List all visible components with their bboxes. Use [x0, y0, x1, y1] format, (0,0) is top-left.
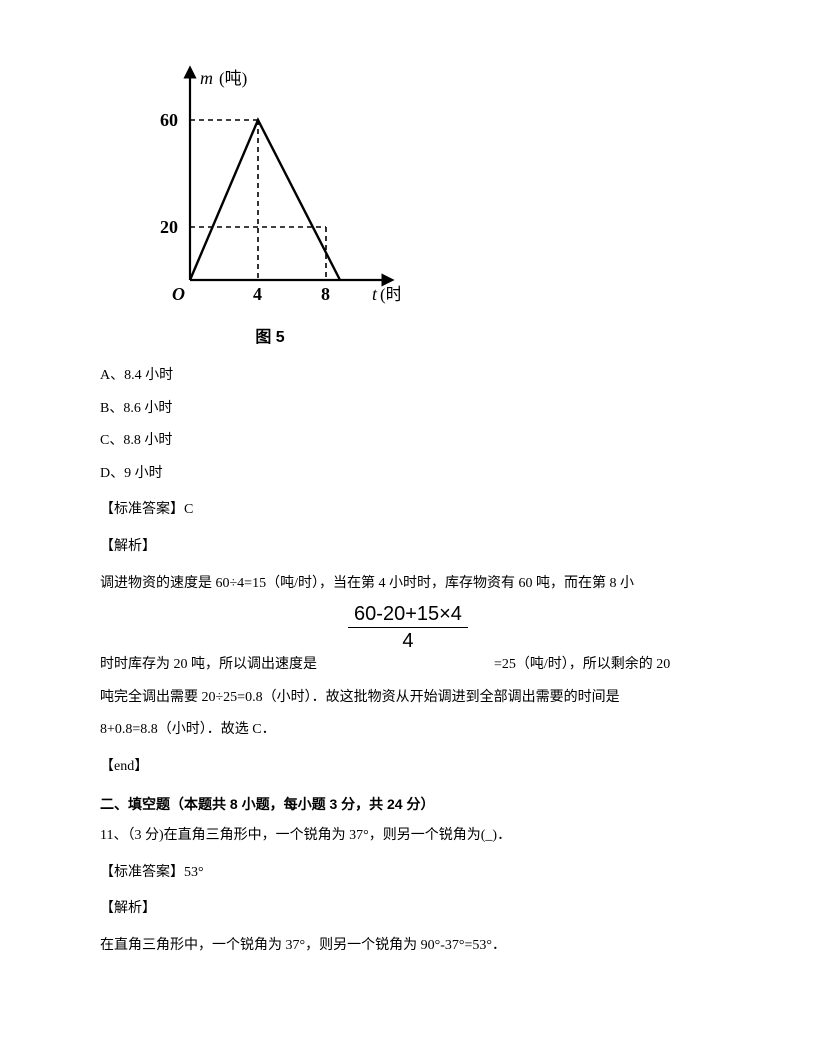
q11-answer: 【标准答案】53°: [100, 860, 716, 887]
option-d: D、9 小时: [100, 461, 716, 488]
analysis-line-2: 时时库存为 20 吨，所以调出速度是 =25（吨/时），所以剩余的 20: [100, 652, 716, 679]
answer-label: 【标准答案】C: [100, 497, 716, 524]
analysis-line-1: 调进物资的速度是 60÷4=15（吨/时），当在第 4 小时时，库存物资有 60…: [100, 571, 716, 598]
origin-label: O: [172, 284, 185, 304]
formula: 60-20+15×4 4: [100, 603, 716, 652]
option-b: B、8.6 小时: [100, 396, 716, 423]
svg-text:(时): (时): [380, 285, 400, 304]
analysis-2-pre: 时时库存为 20 吨，所以调出速度是: [100, 657, 317, 672]
chart-caption: 图 5: [140, 323, 400, 353]
xtick-4: 4: [253, 284, 262, 304]
q11-analysis-label: 【解析】: [100, 896, 716, 923]
ytick-60: 60: [160, 110, 178, 130]
question-11: 11、（3 分)在直角三角形中，一个锐角为 37°，则另一个锐角为(_)．: [100, 823, 716, 850]
analysis-2-post: =25（吨/时），所以剩余的 20: [494, 657, 670, 672]
q11-analysis: 在直角三角形中，一个锐角为 37°，则另一个锐角为 90°-37°=53°．: [100, 933, 716, 960]
formula-denominator: 4: [348, 628, 468, 652]
y-axis-label: m: [200, 68, 213, 88]
chart-container: m (吨) t (时) 60 20 O 4 8 图 5: [140, 60, 400, 353]
line-chart: m (吨) t (时) 60 20 O 4 8: [140, 60, 400, 310]
end-label: 【end】: [100, 754, 716, 781]
analysis-line-3: 吨完全调出需要 20÷25=0.8（小时）．故这批物资从开始调进到全部调出需要的…: [100, 685, 716, 712]
option-c: C、8.8 小时: [100, 428, 716, 455]
option-a: A、8.4 小时: [100, 363, 716, 390]
xtick-8: 8: [321, 284, 330, 304]
analysis-label: 【解析】: [100, 534, 716, 561]
formula-numerator: 60-20+15×4: [348, 603, 468, 628]
svg-text:(吨): (吨): [219, 69, 247, 88]
analysis-line-4: 8+0.8=8.8（小时）．故选 C．: [100, 717, 716, 744]
ytick-20: 20: [160, 217, 178, 237]
section-header: 二、填空题（本题共 8 小题，每小题 3 分，共 24 分）: [100, 791, 716, 818]
x-axis-label: t: [372, 284, 378, 304]
